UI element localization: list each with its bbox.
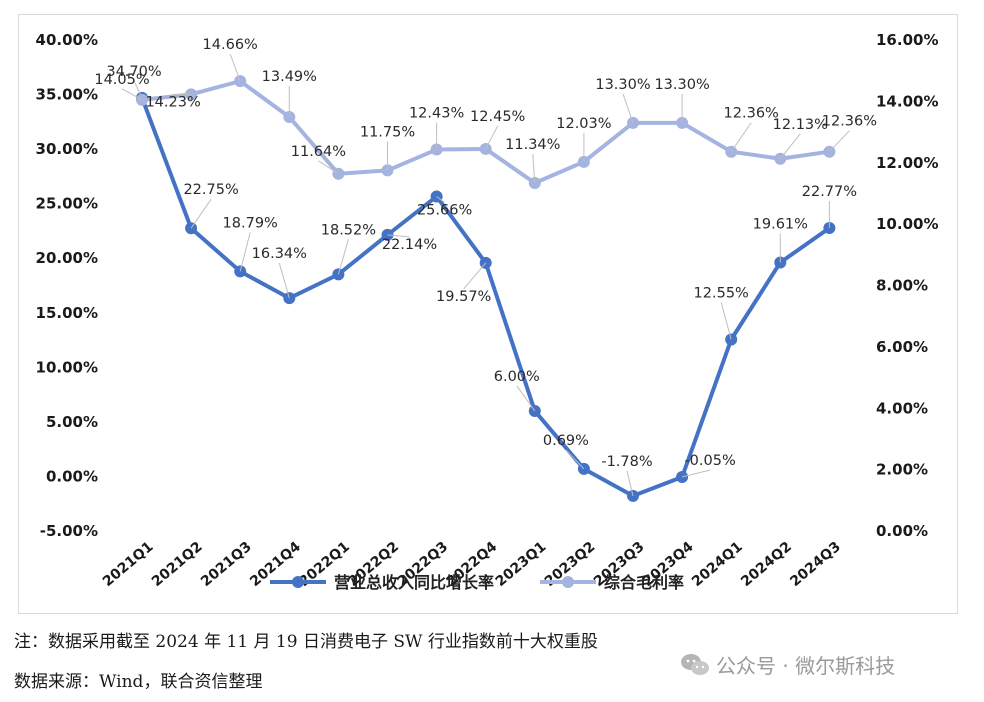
watermark: 公众号 · 微尔斯科技 bbox=[680, 650, 895, 679]
label-leader bbox=[190, 198, 212, 229]
label-leader bbox=[532, 153, 536, 184]
y-left-tick-label: 10.00% bbox=[36, 358, 98, 376]
y-right-tick-label: 10.00% bbox=[876, 215, 938, 233]
data-label: 22.77% bbox=[802, 184, 857, 200]
data-label: 13.49% bbox=[262, 69, 317, 85]
legend-marker bbox=[562, 576, 574, 588]
data-label: 16.34% bbox=[252, 246, 307, 262]
data-label: 13.30% bbox=[595, 77, 650, 93]
label-leader bbox=[779, 133, 801, 160]
data-label: 12.45% bbox=[470, 109, 525, 125]
data-label: 18.52% bbox=[321, 222, 376, 238]
x-tick-label: 2024Q3 bbox=[787, 539, 844, 590]
label-leader bbox=[829, 130, 850, 153]
label-leader bbox=[720, 302, 732, 340]
data-label: 14.66% bbox=[203, 37, 258, 53]
y-left-tick-label: 35.00% bbox=[36, 86, 98, 104]
label-leader bbox=[387, 234, 410, 238]
label-leader bbox=[622, 93, 634, 124]
data-label: -1.78% bbox=[601, 454, 652, 470]
data-label: 6.00% bbox=[494, 369, 540, 385]
data-label: 0.69% bbox=[543, 433, 589, 449]
y-left-tick-label: 15.00% bbox=[36, 304, 98, 322]
label-leader bbox=[516, 385, 536, 412]
data-label: 12.03% bbox=[556, 116, 611, 132]
y-left-tick-label: 0.00% bbox=[46, 467, 98, 485]
data-label: 18.79% bbox=[223, 215, 278, 231]
x-tick-label: 2021Q1 bbox=[100, 539, 157, 590]
data-label: 12.36% bbox=[724, 106, 779, 122]
y-right-tick-label: 4.00% bbox=[876, 399, 928, 417]
y-left-tick-label: -5.00% bbox=[40, 522, 98, 540]
y-right-tick-label: 12.00% bbox=[876, 154, 938, 172]
y-left-tick-label: 40.00% bbox=[36, 31, 98, 49]
label-leader bbox=[730, 122, 752, 152]
y-left-tick-label: 30.00% bbox=[36, 140, 98, 158]
data-label: 25.66% bbox=[417, 202, 472, 218]
label-leader bbox=[485, 125, 499, 150]
data-label: 19.61% bbox=[753, 216, 808, 232]
y-right-tick-label: 8.00% bbox=[876, 277, 928, 295]
y-left-tick-label: 5.00% bbox=[46, 413, 98, 431]
watermark-text: 公众号 · 微尔斯科技 bbox=[716, 654, 896, 678]
data-label: 12.55% bbox=[694, 286, 749, 302]
y-right-tick-label: 16.00% bbox=[876, 31, 938, 49]
label-leader bbox=[463, 262, 487, 290]
data-label: 22.14% bbox=[382, 237, 437, 253]
label-leader bbox=[239, 232, 251, 272]
data-label: 11.64% bbox=[291, 144, 346, 160]
legend-label: 综合毛利率 bbox=[604, 573, 684, 592]
data-label: 13.30% bbox=[654, 77, 709, 93]
y-left-tick-label: 25.00% bbox=[36, 195, 98, 213]
data-label: -0.05% bbox=[684, 453, 735, 469]
wechat-icon bbox=[681, 653, 709, 675]
y-right-tick-label: 2.00% bbox=[876, 461, 928, 479]
data-label: 14.05% bbox=[94, 72, 149, 88]
data-label: 34.70% bbox=[106, 64, 161, 80]
legend-label: 营业总收入同比增长率 bbox=[334, 573, 494, 592]
label-leader bbox=[436, 196, 445, 203]
data-source: 数据来源：Wind，联合资信整理 bbox=[14, 672, 263, 692]
line-chart: -5.00% 0.00% 5.00% 10.00% 15.00% 20.00% 25.00%… bbox=[36, 31, 939, 592]
y-left-tick-label: 20.00% bbox=[36, 249, 98, 267]
series-line bbox=[141, 79, 830, 186]
x-tick-label: 2024Q2 bbox=[738, 539, 795, 590]
label-leader bbox=[278, 263, 290, 299]
label-leader bbox=[337, 239, 349, 275]
label-leader bbox=[121, 88, 143, 101]
chart-frame bbox=[18, 14, 958, 614]
y-right-tick-label: 0.00% bbox=[876, 522, 928, 540]
data-label: 22.75% bbox=[183, 182, 238, 198]
label-leader bbox=[626, 470, 634, 496]
x-tick-label: 2024Q1 bbox=[689, 539, 746, 590]
chart-note: 注：数据采用截至 2024 年 11 月 19 日消费电子 SW 行业指数前十大… bbox=[14, 632, 598, 652]
x-tick-label: 2021Q3 bbox=[198, 539, 255, 590]
label-leader bbox=[681, 469, 711, 478]
data-label: 12.13% bbox=[773, 117, 828, 133]
data-label: 12.36% bbox=[822, 114, 877, 130]
data-label: 12.43% bbox=[409, 106, 464, 122]
x-tick-label: 2021Q2 bbox=[149, 539, 206, 590]
data-label: 11.34% bbox=[505, 137, 560, 153]
legend-marker bbox=[292, 576, 304, 588]
label-leader bbox=[318, 160, 339, 175]
data-label: 19.57% bbox=[436, 289, 491, 305]
label-leader bbox=[229, 53, 241, 82]
data-label: 14.23% bbox=[145, 94, 200, 110]
data-label: 11.75% bbox=[360, 124, 415, 140]
y-right-tick-label: 14.00% bbox=[876, 92, 938, 110]
y-right-tick-label: 6.00% bbox=[876, 338, 928, 356]
label-leader bbox=[565, 449, 585, 470]
